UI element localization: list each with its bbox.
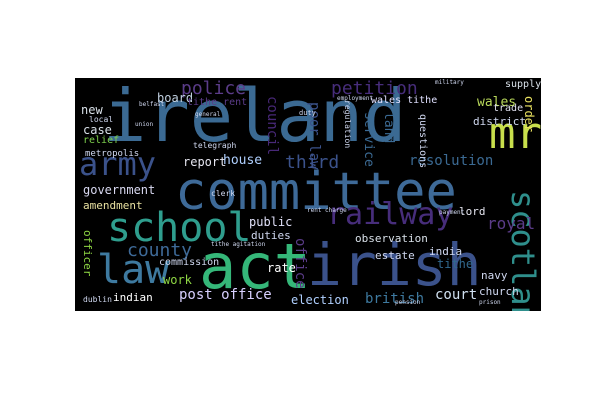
word-clerk: clerk [211,189,236,198]
word-school: school [107,205,252,251]
word-third: third [285,152,340,173]
word-union: union [135,121,154,128]
word-estate: estate [375,249,415,262]
word-indian: indian [113,291,153,304]
word-report: report [183,155,227,169]
word-wales: wales [477,95,517,110]
word-royal: royal [487,214,536,233]
word-prison: prison [479,299,501,306]
word-land: land [381,112,396,144]
word-wales-tithe: wales tithe [371,95,438,106]
word-officer: officer [81,230,94,277]
word-cloud: ireland committee act irish school army … [75,78,541,311]
word-tithe: tithe [437,257,474,271]
word-duty: duty [299,109,316,117]
word-committee: committee [175,162,457,222]
word-mr: mr [489,108,541,159]
word-county: county [127,240,193,261]
word-army: army [79,145,157,183]
word-rate: rate [267,261,296,275]
word-general: general [195,111,221,118]
word-tithe-rent: tithe rent [187,97,248,108]
word-payment: payment [439,209,465,216]
word-employment: employment [337,95,374,102]
word-relief: relief [83,135,120,146]
word-church: church [479,285,519,298]
word-service: service [361,112,376,167]
word-work: work [163,273,192,287]
word-pension: pension [395,299,421,306]
word-india: india [429,245,463,258]
word-rent-charge: rent charge [307,207,347,214]
word-navy: navy [481,269,508,282]
word-questions: questions [417,114,428,169]
word-petition: petition [331,78,418,99]
word-police: police [181,78,247,99]
word-commission: commission [159,257,220,268]
word-british: british [365,291,425,307]
word-government: government [83,183,156,197]
word-council: council [264,96,280,156]
word-military: military [435,79,464,86]
word-dublin: dublin [83,295,112,304]
word-ireland: ireland [103,78,407,158]
word-lord: lord [459,205,486,218]
word-amendment: amendment [83,199,143,212]
word-public: public [249,215,293,229]
word-telegraph: telegraph [193,141,237,150]
word-law: law [97,247,170,293]
word-election: election [291,293,349,307]
word-act: act [199,230,311,303]
word-resolution: resolution [409,153,494,169]
word-post-office: post office [179,287,272,303]
word-duties: duties [251,229,291,242]
word-belfast: belfast [139,101,165,108]
word-regulation: regulation [343,100,352,149]
word-observation: observation [355,232,428,245]
word-board: board [157,91,194,105]
word-office: office [292,238,308,289]
word-metropolis: metropolis [85,149,140,159]
word-local: local [89,115,114,124]
word-house: house [223,153,263,168]
word-railway: railway [327,197,454,232]
word-tithe-agitation: tithe agitation [211,241,266,248]
word-district: district [473,115,526,128]
word-irish: irish [307,231,482,299]
word-case: case [83,123,112,137]
word-trade: trade [493,103,524,114]
word-new: new [81,103,103,117]
word-supply: supply [505,79,541,90]
word-court: court [435,287,478,303]
